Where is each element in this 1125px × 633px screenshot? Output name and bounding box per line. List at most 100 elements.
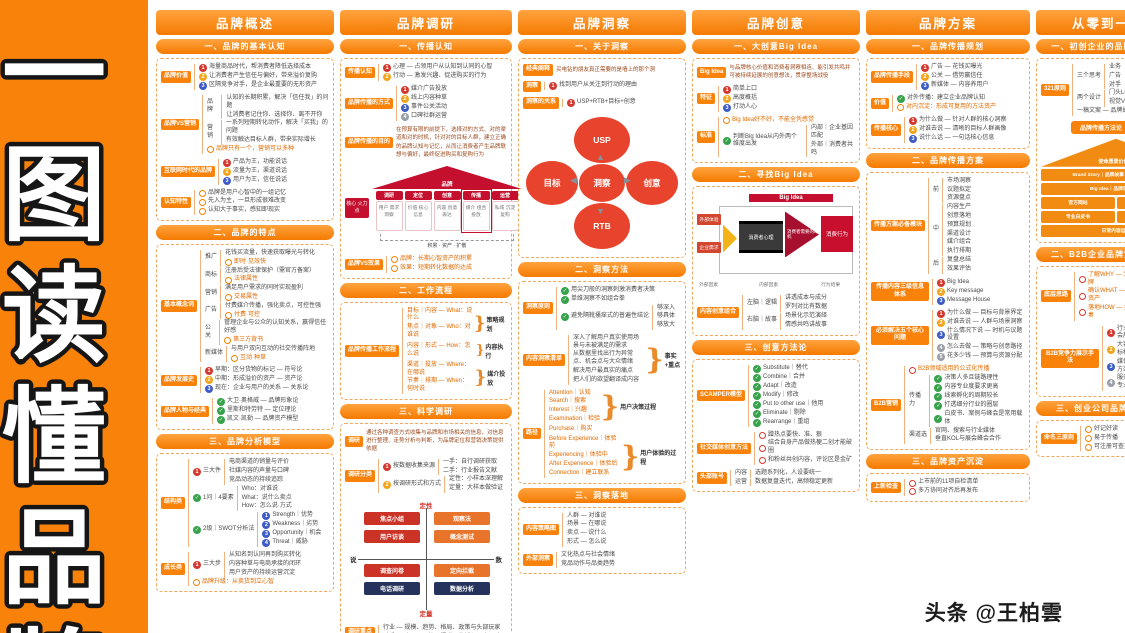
node-row: 认知的长期积累，解决「信任我」的问题	[226, 95, 329, 111]
tree-node: 内容｜形式 — How：怎么说	[407, 343, 475, 359]
node-row: 传播力	[909, 393, 926, 409]
node-text: 广告	[1109, 72, 1122, 79]
tree-node: 1 USP+RTB+目标+创意	[567, 98, 636, 107]
pillar-header: 定位	[404, 191, 432, 200]
node-text: 早期：区分货物的标记 — 符号论	[215, 367, 303, 374]
node-row: 形式 — 怎么说	[567, 539, 606, 547]
branch-label: 品牌VS营销	[161, 118, 200, 131]
node-row: 右脑｜故事	[747, 317, 777, 325]
check-bullet-icon: ✓	[897, 95, 906, 103]
node-row: 1 三大步	[193, 560, 221, 569]
node-text: Modify｜修改	[763, 391, 799, 398]
branch-label: 结构类	[161, 497, 186, 509]
tree-node: ✓ 打透细分行业的圈层	[934, 401, 1025, 410]
tree-node: 落地HOW — 执行路径与节奏	[1079, 305, 1125, 321]
branch-label: 上新检查	[871, 481, 902, 494]
node-row: 一稿文案 — 品牌故事	[1077, 108, 1125, 116]
branch-label: 基本概念词	[161, 300, 198, 312]
tree-node: 3 新媒体 — 内容养用户	[921, 82, 988, 90]
tree-node: 2 流量为王，渠道说话	[223, 167, 287, 176]
node-row: 2 公关 — 借势赢信任	[921, 73, 982, 81]
node-row: 讲透成本与成分	[785, 295, 827, 303]
house-bracket-label: 积累 · 资产 · 扩散	[427, 243, 467, 249]
tree-node: 可注册可查重	[1085, 444, 1125, 452]
node-row: ✓ Put to other use｜他用	[753, 400, 823, 409]
pillar-body: 价值 核心信息	[404, 201, 432, 231]
node-items: 1行业亮相 — 峰会展会发声2大客户背书 — 标杆案例打造3媒体矩阵 — 官方渠…	[1102, 325, 1125, 391]
node-row: ✓ 用尖刀般的洞察刺激消费者决策	[561, 286, 655, 295]
node-row: 广告	[1109, 73, 1121, 81]
node-row: 4 怎么去做 — 策略与创意路径	[937, 344, 1022, 353]
node-text: 媒介广告投放	[411, 86, 448, 93]
tree-node: Who：对谁说	[242, 486, 292, 494]
mindmap-branch: 成长类 1 三大步 从知名到认同再到购买转化 内容种草与电商承接的闭环 用户资产的持续运营…	[161, 552, 329, 587]
node-items: 内部｜企业基因匹配 外部｜消费者共鸣	[805, 125, 855, 158]
tree-node: 互动·种草	[231, 355, 315, 363]
ring-bullet-icon	[1079, 292, 1087, 300]
node-text: Adapt｜改造	[763, 382, 797, 389]
node-text: 事件公关活动	[411, 104, 448, 111]
node-text: 对内沉淀：形成可复用的方法资产	[906, 104, 997, 110]
tree-node: Search｜搜索	[549, 398, 600, 406]
tree-node: 左脑｜逻辑 讲透成本与成分 罗列对比有数据	[747, 295, 827, 313]
node-items: 左脑｜逻辑 讲透成本与成分 罗列对比有数据 右脑｜故事 场景化示范演绎 情感共鸣讲故事	[742, 295, 827, 330]
node-row: 3 打动人心	[723, 103, 757, 112]
node-text: 易于传播	[1094, 434, 1119, 441]
node-row: 品牌	[207, 99, 218, 115]
node-text: 行动 — 激发兴趣、促进购买的行为	[393, 73, 487, 80]
tree-node: 付费·可控	[225, 312, 321, 320]
node-row: 2 线上内容种草	[401, 95, 447, 103]
branch-label: B2B竞争力展示手法	[1041, 348, 1099, 368]
node-row: 社媒内容的声量与口碑	[229, 468, 289, 476]
node-row: 竞品动作与品类趋势	[561, 561, 615, 569]
ring-bullet-icon	[225, 259, 233, 267]
node-text: 高度概括	[733, 94, 758, 101]
tree-node: 从数据里找出行为异常点、机会点与大众情绪	[573, 351, 645, 367]
node-row: 4 Threat｜威胁	[262, 539, 308, 548]
title-char: 牌	[2, 618, 106, 633]
tree-node: 2大客户背书 — 标杆案例打造	[1107, 342, 1125, 358]
mindmap-branch: 品牌VS营销 品牌 认知的长期积累，解决「信任我」的问题 让消费者记住你、选择你、离不…	[161, 95, 329, 154]
node-text: 社媒内容的声量与口碑	[229, 468, 290, 475]
brace-group: 渠道｜投放 — Where：在哪说 节奏｜排期 — When：何时说} 媒介投放	[407, 362, 507, 394]
brace-group: Attention｜认知 Search｜搜索 Interest｜兴趣 Examinat…	[549, 390, 681, 424]
node-row: ✓ 1问｜4要素	[193, 494, 234, 503]
node-text: 把人们的欲望翻译成内容	[573, 376, 640, 383]
node-text: Eliminate｜剔除	[763, 409, 806, 416]
node-items: 1 早期：区分货物的标记 — 符号论 2 中期：形成溢价的资产 — 资产论 3 现在：企业…	[200, 367, 308, 394]
node-row: 有效触达目标人群，带来实际增长	[226, 137, 316, 145]
node-items: 1 心理 — 占领用户从认知到认同的心智 2 行动 — 激发兴趣、促进购买的行为	[378, 64, 492, 81]
ring-bullet-icon	[909, 488, 917, 496]
tree-node: 中内容生产 创意落地 预算规划 渠道设计 媒介组合 执行排期	[933, 204, 971, 256]
branch-label: 品牌传播工作流程	[345, 345, 400, 357]
mindmap-branch: 品牌价值 1 海量商品时代，帮消费者降低选择成本 2 让消费者产生信任与偏好，带来溢价复…	[161, 64, 329, 90]
tree-node: 2 Weakness｜劣势	[262, 521, 321, 530]
node-row: 行业 — 规模、趋势、格局、政策与头部玩家	[383, 625, 500, 633]
node-row: 前	[933, 187, 939, 195]
tree-node: ✓ Rearrange｜重组	[753, 418, 823, 427]
check-bullet-icon: ✓	[217, 416, 226, 425]
node-text: 营销	[205, 289, 218, 296]
tree-node: ✓ 2级｜SWOT分析法 1 Strength｜优势 2 Weakness｜劣势 3 Oppo…	[193, 512, 321, 548]
tree-node: 目标｜内容 — What：说什么	[407, 308, 473, 324]
node-items: 了解WHY — 为什么要做品牌确认WHAT — 品牌的核心资产落地HOW — 执…	[1074, 271, 1125, 321]
tree-node: 3 用户为王，信任说话	[223, 176, 287, 185]
axis-label-qualitative: 定性	[419, 502, 433, 510]
node-text: Attention｜认知	[549, 389, 591, 396]
node-row: 3 区隔竞争对手，是企业最重要的无形资产	[199, 82, 317, 90]
tree-node: 定性：小样本深理解	[449, 476, 503, 484]
node-row: 注册后受法律保护（需官方备案）	[225, 268, 315, 276]
node-items: 1 USP+RTB+目标+创意	[562, 98, 636, 107]
check-bullet-icon: ✓	[934, 401, 943, 410]
node-row: 付费·可控	[225, 312, 260, 320]
node-row: 商标	[205, 272, 217, 280]
node-row: 市场洞察	[947, 178, 971, 186]
mindmap-branch: 互联网时代的品牌 1 产品为王，功能说话 2 流量为王，渠道说话 3 用户为王，信任说话	[161, 158, 329, 185]
node-text: 媒介组合	[947, 239, 972, 246]
check-bullet-icon: ✓	[753, 382, 762, 391]
node-text: Connection｜建立联系	[549, 469, 610, 476]
tree-node: 有效触达目标人群，带来实际增长	[226, 137, 329, 145]
tree-node: 品牌升级：从卖货到立心智	[193, 579, 301, 587]
node-row: 品牌升级：从卖货到立心智	[193, 579, 274, 587]
tree-node: After Experience｜体验后	[549, 461, 620, 469]
